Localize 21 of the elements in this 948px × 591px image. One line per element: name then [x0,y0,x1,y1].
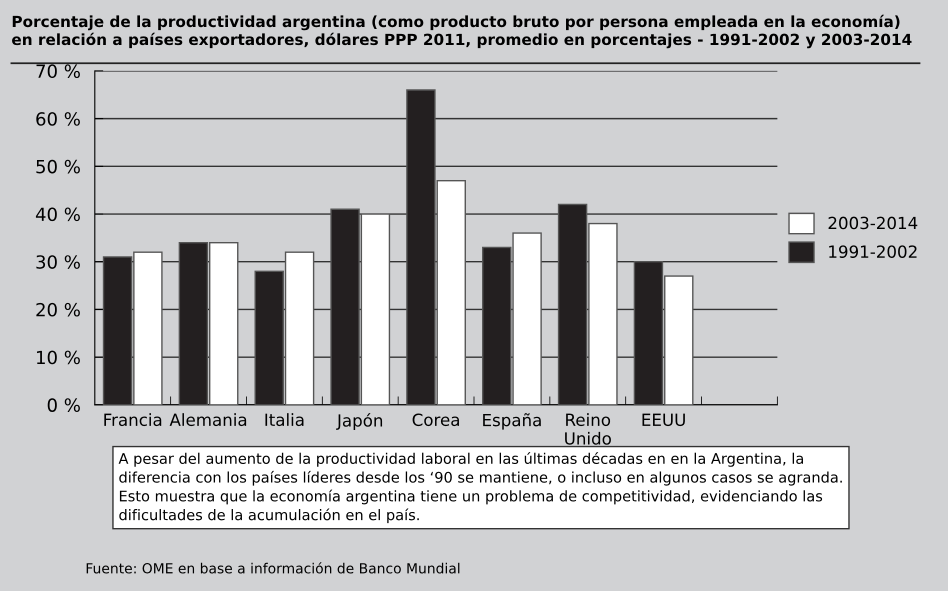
y-tick-label: 70 % [36,64,80,78]
y-tick-label: 60 % [36,112,80,126]
x-tick-label: Italia [265,413,304,426]
text: A pesar del aumento de la productividad laboral en las últimas décadas en en la Argentina, la diferencia con los países líderes desde los ‘90 se mantiene, o incluso en algunos casos se agranda. Esto muestra que la economía argentina tiene un problema de competitividad, evidenciando las dificultades de la acumulación en el país. [118,452,842,524]
x-tick-label: Corea [412,413,459,426]
y-tick-label: 30 % [36,255,80,269]
y-tick-label: 40 % [36,207,80,222]
y-tick-label: 0 % [48,398,80,412]
y-tick-label: 20 % [36,302,80,317]
x-tick-label: España [483,413,541,430]
legend-label: 2003-2014 [828,216,918,230]
x-tick-label: Reino Unido [565,413,611,445]
legend-label: 1991-2002 [829,245,917,258]
chart-title: Porcentaje de la productividad argentina (como producto bruto por persona empleada en la economía) en relación a países exportadores, dólares PPP 2011, promedio en porcentajes - 1991-2002 y 2003-2014 [12,14,912,48]
source-note: Fuente: OME en base a información de Banco Mundial [86,562,460,574]
x-tick-label: Alemania [170,413,246,426]
x-tick-label: Japón [336,413,382,430]
x-tick-label: Francia [104,413,162,426]
x-tick-label: EEUU [642,414,685,426]
y-tick-label: 10 % [37,350,80,364]
y-tick-label: 50 % [36,160,80,174]
